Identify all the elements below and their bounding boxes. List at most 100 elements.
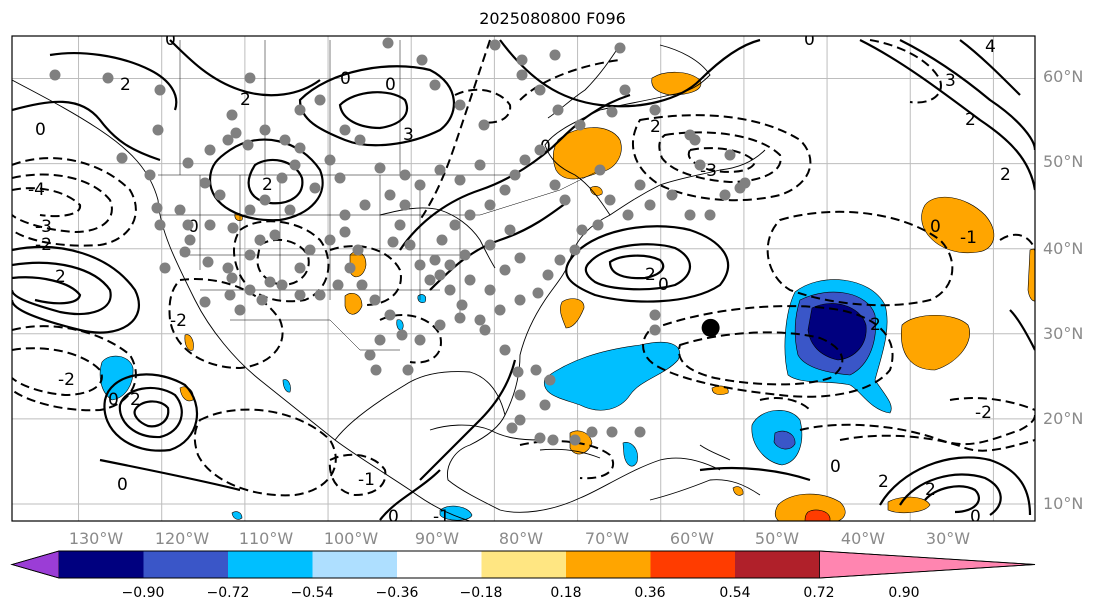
- lon-label: 130°W: [68, 529, 124, 548]
- station-dot: [49, 69, 61, 81]
- station-dot: [352, 244, 364, 256]
- station-dot: [414, 259, 426, 271]
- station-dot: [544, 374, 556, 386]
- lat-label: 60°N: [1043, 67, 1084, 86]
- lon-label: 120°W: [154, 529, 210, 548]
- station-dot: [364, 349, 376, 361]
- station-dot: [516, 69, 528, 81]
- station-dot: [226, 272, 238, 284]
- station-dot: [436, 234, 448, 246]
- contour-label: -1: [358, 470, 375, 490]
- station-dot: [549, 49, 561, 61]
- station-dot: [530, 364, 542, 376]
- lon-label: 30°W: [925, 529, 971, 548]
- station-dot: [374, 162, 386, 174]
- contour-label: 0: [340, 69, 351, 89]
- station-dot: [514, 389, 526, 401]
- station-dot: [339, 226, 351, 238]
- colorbar-tick-label: 0.54: [719, 585, 751, 601]
- station-dot: [619, 84, 631, 96]
- lon-label: 90°W: [414, 529, 460, 548]
- station-dot: [244, 284, 256, 296]
- contour-label: 2: [262, 175, 273, 195]
- station-dot: [434, 269, 446, 281]
- station-dot: [387, 236, 399, 248]
- station-dot: [102, 72, 114, 84]
- station-dot: [332, 279, 344, 291]
- station-dot: [429, 254, 441, 266]
- station-dot: [234, 304, 246, 316]
- colorbar-tick-label: −0.36: [375, 585, 419, 601]
- contour-label: 2: [650, 117, 661, 137]
- station-dot: [514, 252, 526, 264]
- orange-anomaly-mid-atlantic: [901, 315, 970, 371]
- contour-label: 0: [188, 217, 199, 237]
- station-dot: [424, 274, 436, 286]
- orange-anomaly-east: [921, 196, 995, 254]
- storm-center-marker: [701, 318, 720, 337]
- station-dot: [547, 434, 559, 446]
- station-dot: [499, 344, 511, 356]
- lat-label: 20°N: [1043, 409, 1084, 428]
- station-dot: [449, 219, 461, 231]
- station-dot: [151, 202, 163, 214]
- lon-label: 40°W: [840, 529, 886, 548]
- station-dot: [354, 134, 366, 146]
- station-dot: [179, 246, 191, 258]
- lon-label: 110°W: [238, 529, 294, 548]
- station-dot: [339, 209, 351, 221]
- station-dot: [242, 139, 254, 151]
- station-dot: [484, 284, 496, 296]
- station-dot: [586, 426, 598, 438]
- station-dot: [444, 284, 456, 296]
- station-dot: [152, 124, 164, 136]
- station-dot: [399, 199, 411, 211]
- station-dot: [294, 104, 306, 116]
- contour-label: 0: [108, 390, 119, 410]
- colorbar-tick-label: 0.90: [888, 585, 920, 601]
- station-dot: [244, 204, 256, 216]
- station-dot: [359, 199, 371, 211]
- contour-label: 0: [658, 275, 669, 295]
- station-dot: [230, 127, 242, 139]
- contour-label: -1: [433, 507, 450, 527]
- station-dot: [404, 239, 416, 251]
- station-dot: [199, 296, 211, 308]
- station-dot: [159, 262, 171, 274]
- contour-label: 2: [1000, 165, 1011, 185]
- lat-label: 10°N: [1043, 494, 1084, 513]
- station-dot: [399, 169, 411, 181]
- station-dot: [214, 189, 226, 201]
- station-dot: [429, 79, 441, 91]
- station-dot: [356, 279, 368, 291]
- contour-label: 2: [55, 267, 66, 287]
- station-dot: [514, 414, 526, 426]
- station-dot: [649, 104, 661, 116]
- contour-label: 0: [804, 30, 815, 50]
- station-dot: [489, 39, 501, 51]
- contour-label: 0: [117, 475, 128, 495]
- station-dot: [222, 134, 234, 146]
- station-dot: [344, 262, 356, 274]
- station-dot: [464, 209, 476, 221]
- station-dot: [402, 364, 414, 376]
- lat-label: 50°N: [1043, 152, 1084, 171]
- station-dot: [116, 152, 128, 164]
- station-dot: [394, 219, 406, 231]
- station-dot: [269, 229, 281, 241]
- contour-label: 4: [985, 37, 996, 57]
- station-dot: [484, 239, 496, 251]
- contour-label: 2: [120, 75, 131, 95]
- contour-label: 0: [388, 507, 399, 527]
- contour-label: 3: [403, 125, 414, 145]
- station-dot: [604, 194, 616, 206]
- contour-label: 0: [930, 217, 941, 237]
- station-dot: [478, 119, 490, 131]
- colorbar-tick-label: −0.54: [290, 585, 334, 601]
- contour-label: -4: [28, 180, 45, 200]
- station-dot: [634, 426, 646, 438]
- station-dot: [444, 259, 456, 271]
- station-dot: [434, 164, 446, 176]
- station-dot: [374, 334, 386, 346]
- station-dot: [264, 276, 276, 288]
